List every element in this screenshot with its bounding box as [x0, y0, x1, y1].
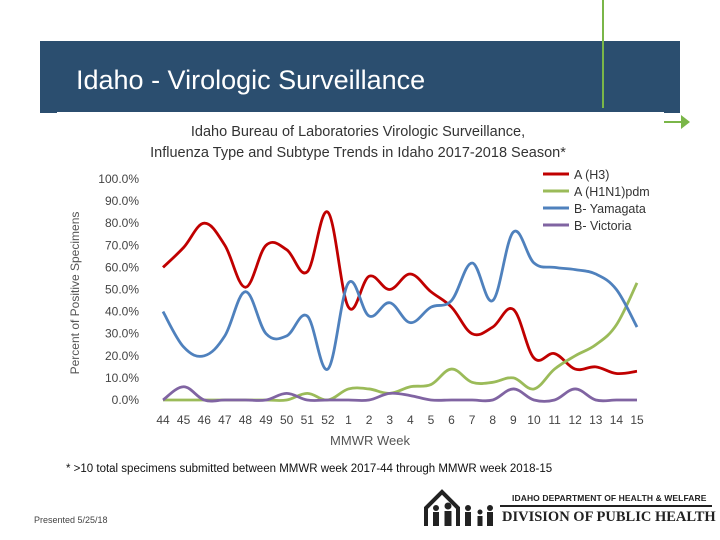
- slide-title: Idaho - Virologic Surveillance: [76, 65, 426, 95]
- x-tick-label: 5: [428, 413, 435, 427]
- x-tick-label: 14: [610, 413, 624, 427]
- x-tick-label: 44: [156, 413, 170, 427]
- x-tick-label: 46: [198, 413, 212, 427]
- x-tick-label: 13: [589, 413, 603, 427]
- legend-label: A (H3): [574, 168, 609, 182]
- y-axis-label: Percent of Positive Specimens: [68, 212, 82, 375]
- y-tick-label: 0.0%: [112, 393, 140, 407]
- chart-panel: Idaho Bureau of Laboratories Virologic S…: [57, 112, 664, 482]
- footnote: * >10 total specimens submitted between …: [66, 463, 553, 475]
- y-tick-label: 30.0%: [105, 327, 139, 341]
- decorative-vertical-line: [602, 0, 604, 108]
- series-line-3: [161, 229, 639, 371]
- legend-label: B- Yamagata: [574, 202, 646, 216]
- x-tick-label: 48: [239, 413, 253, 427]
- x-tick-label: 51: [301, 413, 315, 427]
- y-tick-label: 90.0%: [105, 194, 139, 208]
- x-tick-label: 15: [630, 413, 644, 427]
- logo-division-name: DIVISION OF PUBLIC HEALTH: [502, 509, 716, 525]
- presented-date: Presented 5/25/18: [34, 515, 108, 525]
- x-tick-label: 9: [510, 413, 517, 427]
- y-tick-label: 50.0%: [105, 283, 139, 297]
- y-tick-label: 80.0%: [105, 216, 139, 230]
- x-tick-label: 12: [568, 413, 582, 427]
- x-tick-label: 49: [259, 413, 273, 427]
- x-tick-label: 47: [218, 413, 232, 427]
- family-icon: [424, 489, 493, 526]
- x-tick-label: 45: [177, 413, 191, 427]
- y-tick-label: 70.0%: [105, 238, 139, 252]
- series-line-2: [163, 282, 639, 402]
- legend-label: A (H1N1)pdm: [574, 185, 650, 199]
- chart: Idaho Bureau of Laboratories Virologic S…: [68, 124, 663, 448]
- title-banner: Idaho - Virologic Surveillance: [40, 41, 680, 113]
- series-line-1: [162, 210, 638, 376]
- decorative-arrow-icon: [681, 115, 690, 129]
- y-tick-label: 10.0%: [105, 371, 139, 385]
- x-tick-label: 7: [469, 413, 476, 427]
- chart-title-line2: Influenza Type and Subtype Trends in Ida…: [150, 145, 566, 161]
- y-tick-label: 40.0%: [105, 305, 139, 319]
- logo-department-name: IDAHO DEPARTMENT OF HEALTH & WELFARE: [512, 493, 707, 503]
- x-tick-label: 4: [407, 413, 414, 427]
- chart-title-line1: Idaho Bureau of Laboratories Virologic S…: [191, 124, 525, 140]
- y-tick-label: 20.0%: [105, 349, 139, 363]
- idhw-logo: IDAHO DEPARTMENT OF HEALTH & WELFARE DIV…: [420, 486, 720, 532]
- legend-label: B- Victoria: [574, 219, 631, 233]
- x-tick-label: 1: [345, 413, 352, 427]
- x-tick-label: 3: [386, 413, 393, 427]
- x-tick-label: 50: [280, 413, 294, 427]
- series-line-4: [162, 385, 637, 403]
- x-tick-label: 52: [321, 413, 335, 427]
- x-tick-label: 11: [548, 413, 561, 427]
- x-axis-label: MMWR Week: [330, 433, 410, 448]
- x-tick-label: 10: [527, 413, 541, 427]
- x-tick-label: 8: [489, 413, 496, 427]
- y-tick-label: 100.0%: [98, 172, 139, 186]
- x-tick-label: 2: [366, 413, 373, 427]
- y-tick-label: 60.0%: [105, 260, 139, 274]
- logo-divider: [500, 505, 712, 507]
- x-tick-label: 6: [448, 413, 455, 427]
